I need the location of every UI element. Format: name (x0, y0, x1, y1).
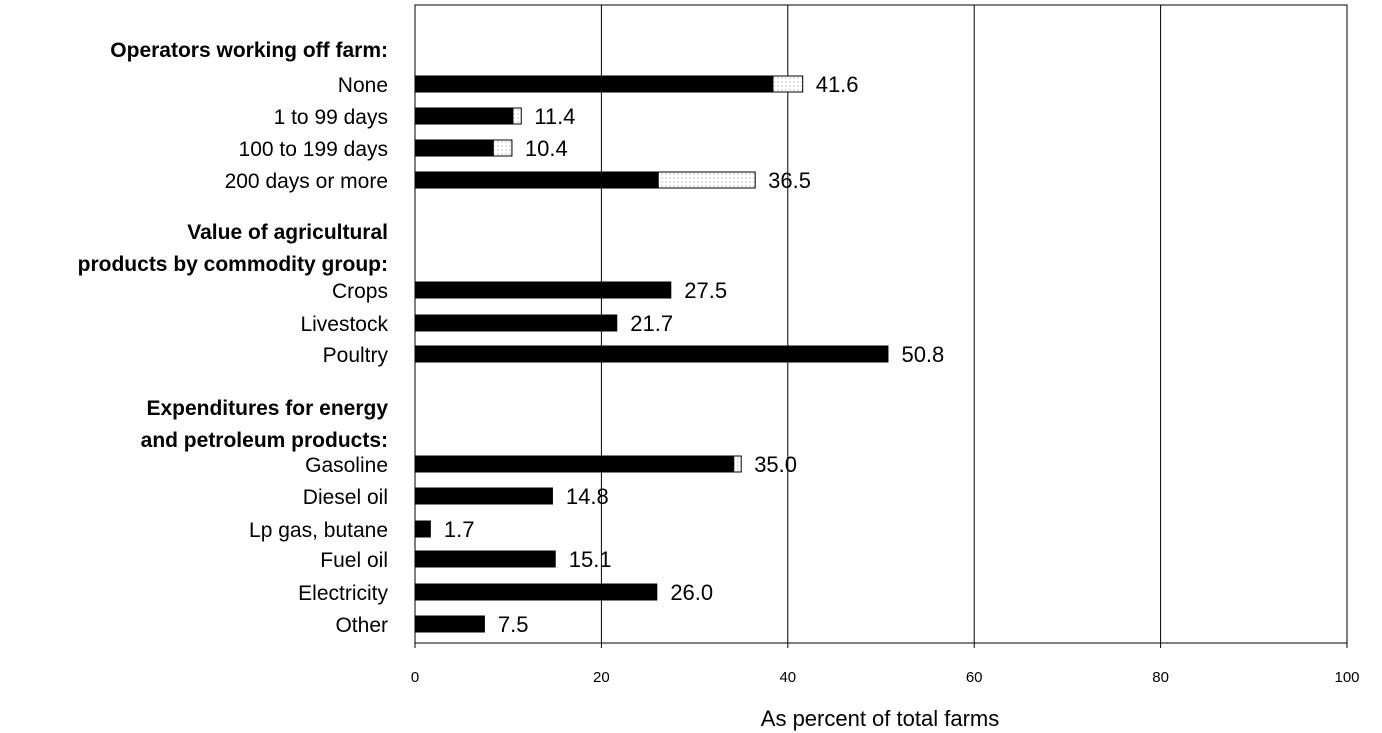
data-label: 27.5 (684, 278, 727, 303)
data-label: 50.8 (901, 342, 944, 367)
category-label: 1 to 99 days (274, 106, 388, 129)
group-label: products by commodity group: (78, 253, 388, 276)
data-label: 21.7 (630, 311, 673, 336)
category-label: Fuel oil (320, 549, 388, 572)
bar (415, 281, 672, 299)
bar-extension (512, 107, 522, 125)
category-label: 100 to 199 days (239, 138, 388, 161)
category-label: 200 days or more (225, 170, 388, 193)
data-label: 15.1 (569, 547, 612, 572)
data-label: 1.7 (444, 517, 475, 542)
plot-area: 0 20 40 60 80 100 Operators working off farm: N… (78, 4, 1360, 686)
bar (415, 314, 618, 332)
x-tick-label: 80 (1152, 669, 1169, 686)
category-label: Crops (332, 280, 388, 303)
bar (415, 171, 659, 189)
bar (415, 107, 513, 125)
bar-extension (772, 75, 804, 93)
category-label: Electricity (298, 582, 388, 605)
bar-extension (492, 139, 513, 157)
x-tick-label: 40 (779, 669, 796, 686)
category-label: Diesel oil (303, 486, 388, 509)
category-label: Livestock (300, 313, 388, 336)
group-label: Expenditures for energy (146, 397, 388, 420)
bar (415, 520, 431, 538)
x-tick-label: 20 (593, 669, 610, 686)
category-label: None (338, 74, 388, 97)
group-label: Value of agricultural (187, 221, 388, 244)
x-tick-label: 60 (966, 669, 983, 686)
bar (415, 75, 773, 93)
x-axis-label: As percent of total farms (761, 706, 999, 731)
bar-extension (733, 455, 742, 473)
bar-extension (657, 171, 756, 189)
bar (415, 455, 734, 473)
category-label: Other (335, 614, 388, 637)
bar (415, 487, 553, 505)
bar (415, 615, 485, 633)
x-tick-label: 0 (411, 669, 419, 686)
bar (415, 550, 556, 568)
category-label: Poultry (323, 344, 389, 367)
category-label: Lp gas, butane (249, 519, 388, 542)
category-label: Gasoline (305, 454, 388, 477)
bar (415, 345, 889, 363)
data-label: 10.4 (525, 136, 568, 161)
bar (415, 583, 658, 601)
bar (415, 139, 494, 157)
group-label: and petroleum products: (141, 429, 388, 452)
x-tick-label: 100 (1334, 669, 1359, 686)
data-label: 14.8 (566, 484, 609, 509)
data-label: 7.5 (498, 612, 529, 637)
data-label: 11.4 (534, 104, 575, 129)
group-label: Operators working off farm: (110, 39, 388, 62)
data-label: 41.6 (816, 72, 859, 97)
data-label: 26.0 (670, 580, 713, 605)
data-label: 36.5 (768, 168, 811, 193)
data-label: 35.0 (754, 452, 797, 477)
